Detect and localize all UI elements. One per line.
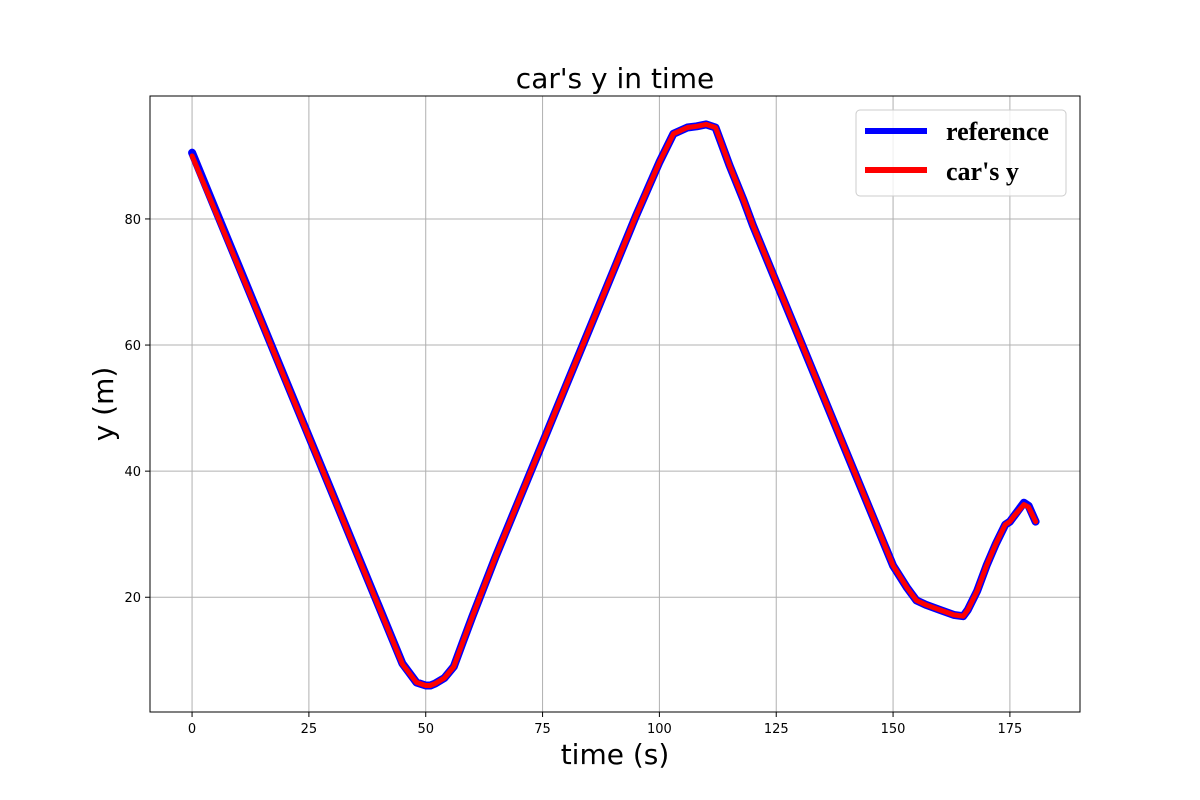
plot-area-frame [149, 95, 1081, 713]
legend: reference car's y [855, 109, 1067, 197]
x-tick-label: 100 [647, 722, 672, 737]
x-tick-label: 25 [301, 722, 318, 737]
x-axis-label: time (s) [561, 738, 670, 771]
y-tick-label: 20 [124, 591, 141, 606]
chart-title: car's y in time [516, 62, 714, 95]
x-tick-label: 50 [417, 722, 434, 737]
legend-label-cars-y: car's y [946, 157, 1019, 186]
grid [150, 96, 1080, 712]
x-tick-label: 150 [881, 722, 906, 737]
series-lines [188, 120, 1040, 690]
series-line-car-s-y [189, 121, 1039, 688]
y-tick-label: 60 [124, 339, 141, 354]
x-tick-label: 75 [534, 722, 551, 737]
y-tick-label: 40 [124, 465, 141, 480]
y-tick-label: 80 [124, 213, 141, 228]
x-tick-label: 0 [188, 722, 196, 737]
legend-label-reference: reference [946, 117, 1049, 146]
y-axis-label: y (m) [87, 367, 120, 442]
x-tick-label: 175 [997, 722, 1022, 737]
axis-ticks: 0 25 50 75 100 125 150 175 20 40 60 80 [124, 213, 1022, 737]
x-tick-label: 125 [764, 722, 789, 737]
